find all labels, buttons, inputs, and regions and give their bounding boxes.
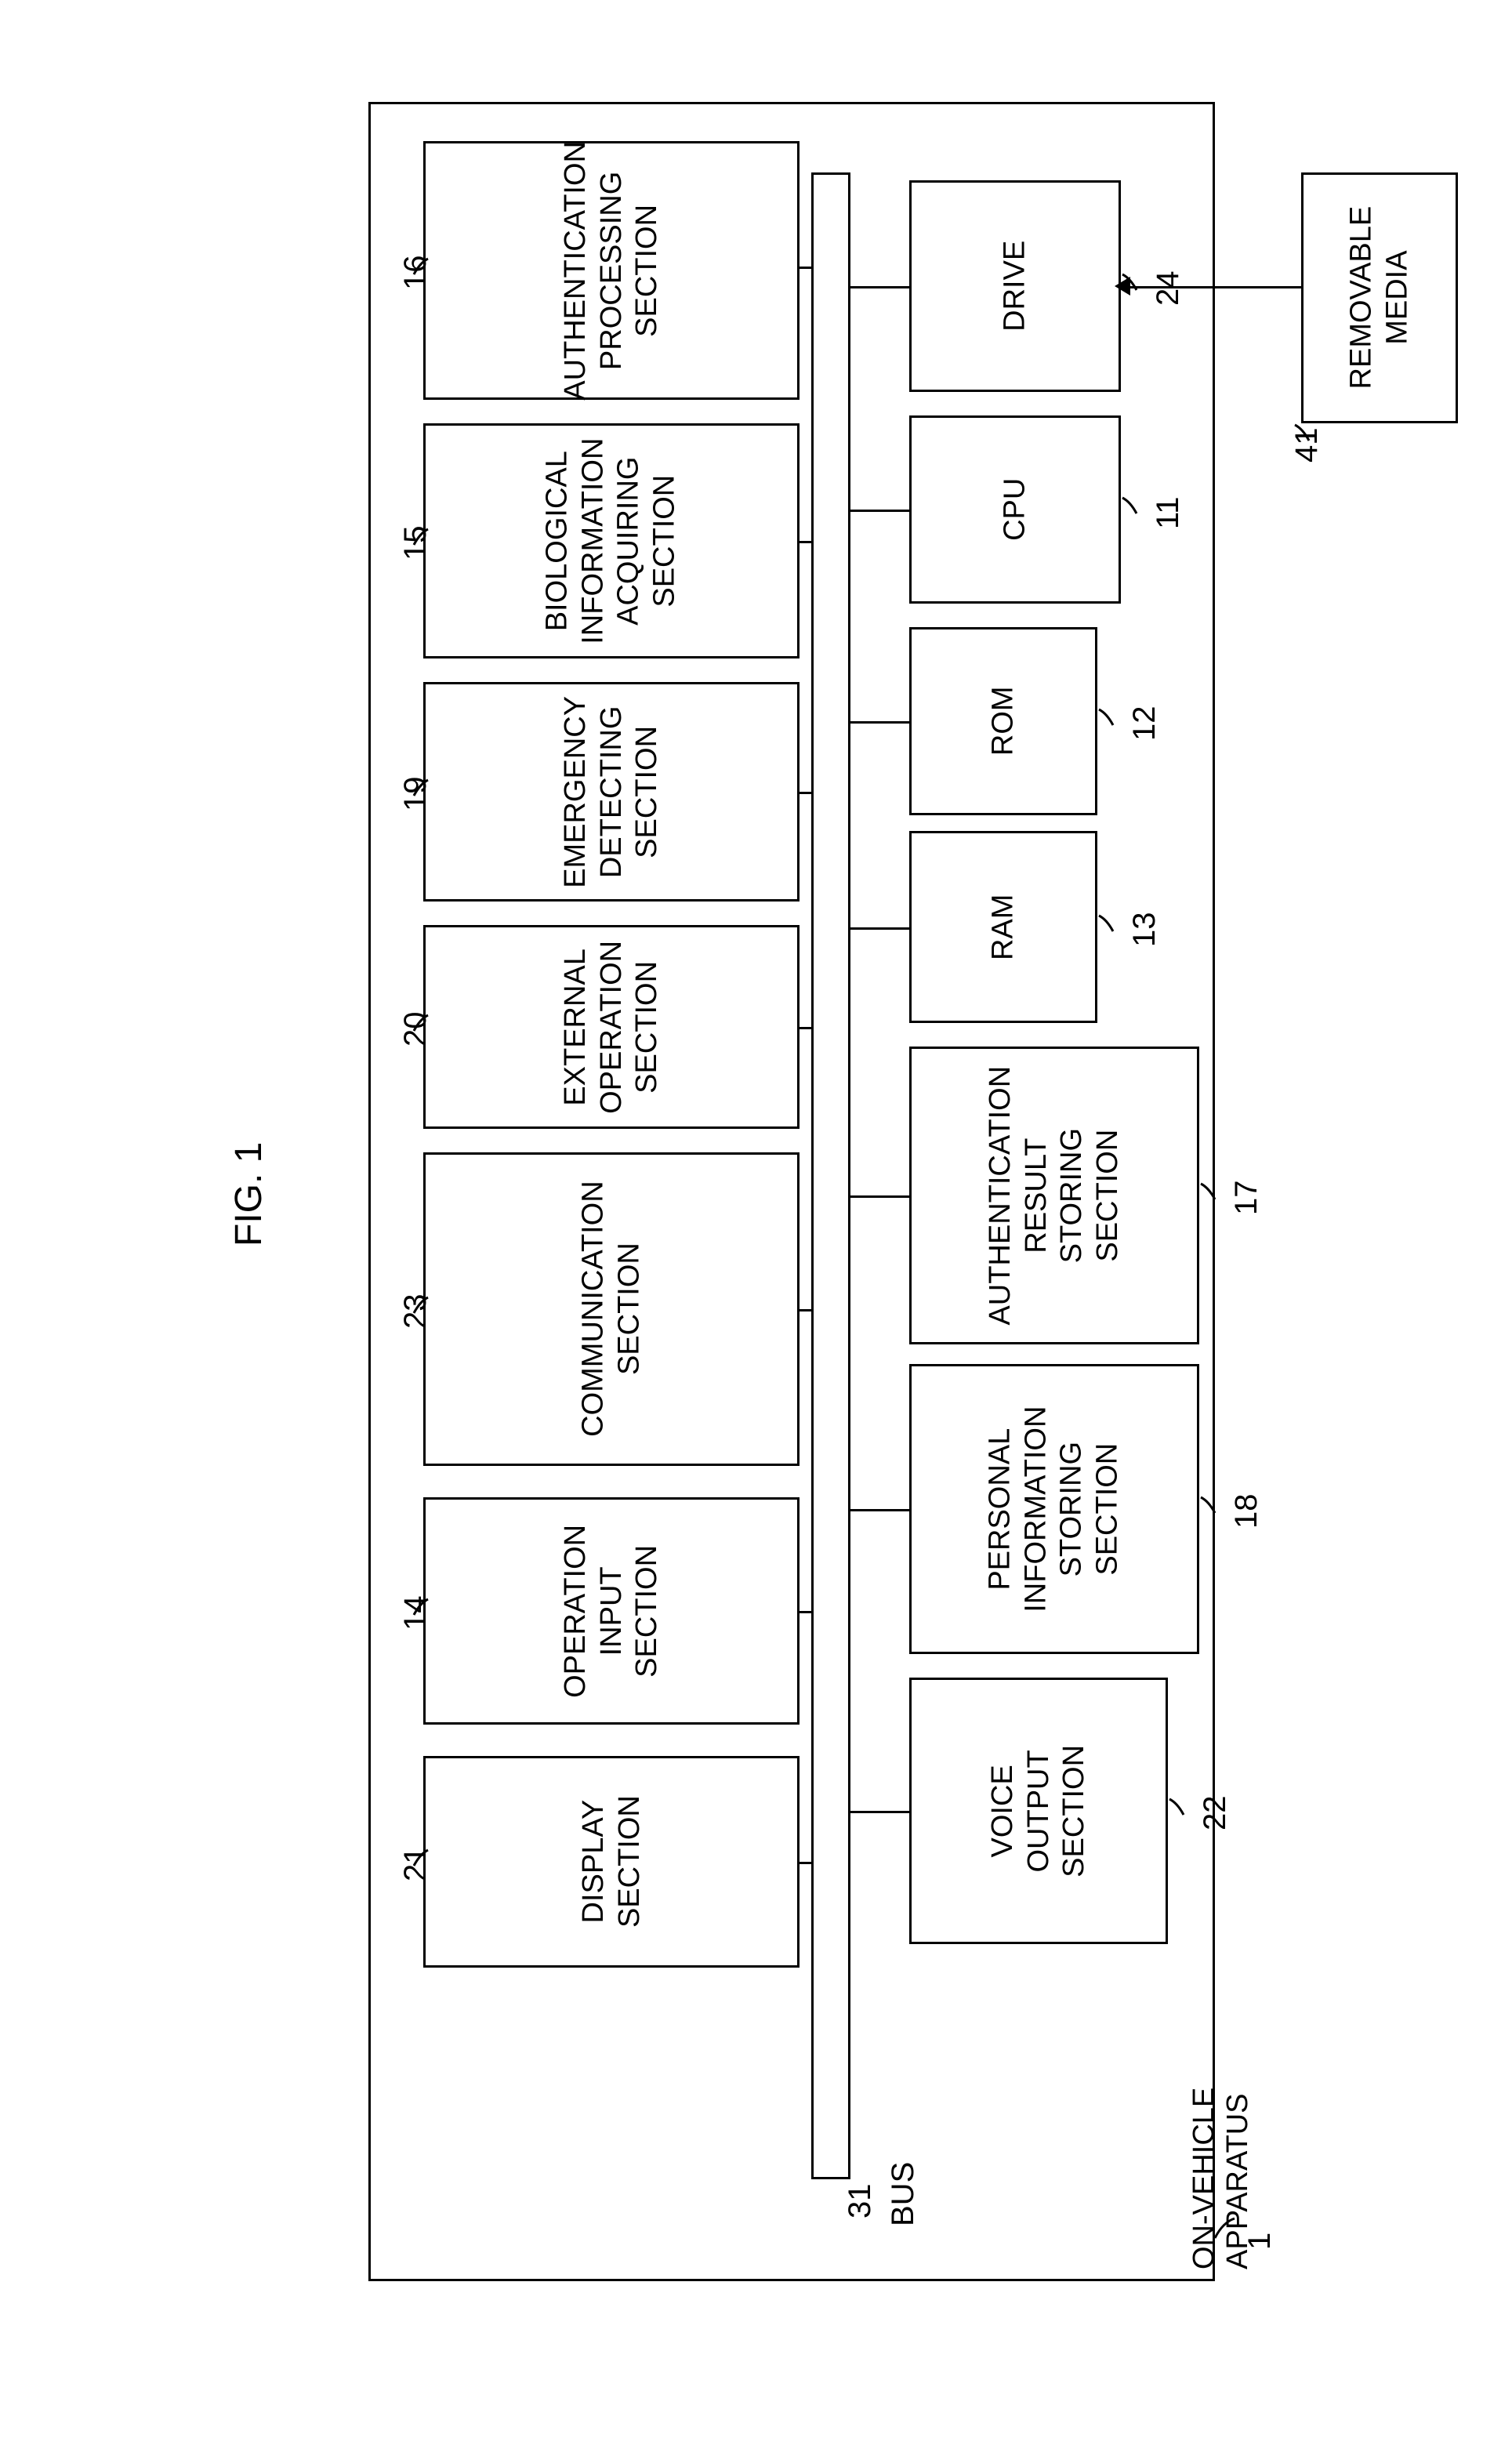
block-ref: 16: [398, 256, 433, 291]
block-ref: 21: [398, 1847, 433, 1882]
connector: [850, 1811, 909, 1813]
block-authentication-processing: AUTHENTICATION PROCESSING SECTION: [423, 141, 800, 400]
block-ref: 15: [398, 526, 433, 561]
connector: [850, 721, 909, 724]
block-ref: 13: [1127, 912, 1162, 948]
block-label: EXTERNAL OPERATION SECTION: [558, 941, 665, 1114]
block-auth-result-storing: AUTHENTICATION RESULT STORING SECTION: [909, 1047, 1199, 1344]
block-label: VOICE OUTPUT SECTION: [985, 1745, 1093, 1877]
block-ref: 22: [1198, 1796, 1233, 1831]
block-label: EMERGENCY DETECTING SECTION: [558, 696, 665, 888]
block-cpu: CPU: [909, 415, 1121, 604]
block-emergency-detecting: EMERGENCY DETECTING SECTION: [423, 682, 800, 902]
block-label: DRIVE: [997, 241, 1033, 332]
block-external-operation: EXTERNAL OPERATION SECTION: [423, 925, 800, 1129]
ref-tick: [1169, 1799, 1185, 1819]
block-biological-info: BIOLOGICAL INFORMATION ACQUIRING SECTION: [423, 423, 800, 658]
connector: [850, 510, 909, 512]
connector: [850, 286, 909, 288]
connector: [800, 1027, 814, 1029]
block-ref: 18: [1229, 1494, 1264, 1529]
block-label: ROM: [985, 687, 1021, 756]
block-ram: RAM: [909, 831, 1097, 1023]
connector: [800, 792, 814, 794]
ref-tick: [1099, 709, 1115, 729]
block-ref: 19: [398, 777, 433, 812]
connector: [850, 1509, 909, 1511]
block-ref: 14: [398, 1596, 433, 1631]
block-operation-input: OPERATION INPUT SECTION: [423, 1497, 800, 1725]
block-label: CPU: [997, 478, 1033, 541]
block-ref: 11: [1151, 496, 1186, 529]
arrow-icon: [1115, 277, 1130, 296]
page: FIG. 1 31 BUS ON-VEHICLE APPARATUS 1 AUT…: [31, 31, 1481, 2425]
block-label: AUTHENTICATION RESULT STORING SECTION: [983, 1066, 1126, 1326]
connector: [800, 541, 814, 543]
connector-media-drive: [1121, 286, 1301, 288]
block-personal-info-storing: PERSONAL INFORMATION STORING SECTION: [909, 1364, 1199, 1654]
connector: [800, 1862, 814, 1864]
block-voice-output: VOICE OUTPUT SECTION: [909, 1678, 1168, 1944]
block-display: DISPLAY SECTION: [423, 1756, 800, 1968]
block-label: COMMUNICATION SECTION: [575, 1181, 647, 1438]
ref-tick: [1122, 498, 1138, 517]
block-rom: ROM: [909, 627, 1097, 815]
connector: [850, 1195, 909, 1198]
ref-tick: [1201, 1184, 1216, 1203]
block-label: OPERATION INPUT SECTION: [558, 1525, 665, 1698]
bus-label: BUS: [886, 2162, 921, 2226]
block-label: RAM: [985, 894, 1021, 960]
block-ref: 12: [1127, 706, 1162, 742]
block-label: REMOVABLE MEDIA: [1343, 206, 1415, 390]
block-label: BIOLOGICAL INFORMATION ACQUIRING SECTION: [540, 437, 683, 644]
connector: [800, 267, 814, 269]
block-communication: COMMUNICATION SECTION: [423, 1152, 800, 1466]
connector: [850, 927, 909, 930]
apparatus-tick: [1215, 2218, 1238, 2242]
block-label: PERSONAL INFORMATION STORING SECTION: [983, 1406, 1126, 1612]
ref-tick: [1201, 1497, 1216, 1517]
block-ref: 23: [398, 1294, 433, 1330]
block-drive: DRIVE: [909, 180, 1121, 392]
block-label: AUTHENTICATION PROCESSING SECTION: [558, 141, 665, 401]
connector: [800, 1611, 814, 1613]
bus-ref: 31: [843, 2184, 878, 2219]
removable-media-ref: 41: [1289, 428, 1325, 463]
block-removable-media: REMOVABLE MEDIA: [1301, 172, 1458, 423]
block-ref: 20: [398, 1012, 433, 1047]
apparatus-ref: 1: [1242, 2233, 1278, 2250]
connector: [800, 1309, 814, 1311]
figure-title: FIG. 1: [227, 1142, 270, 1246]
block-label: DISPLAY SECTION: [575, 1796, 647, 1928]
bus: [811, 172, 850, 2179]
block-ref: 17: [1229, 1181, 1264, 1216]
ref-tick: [1099, 916, 1115, 935]
